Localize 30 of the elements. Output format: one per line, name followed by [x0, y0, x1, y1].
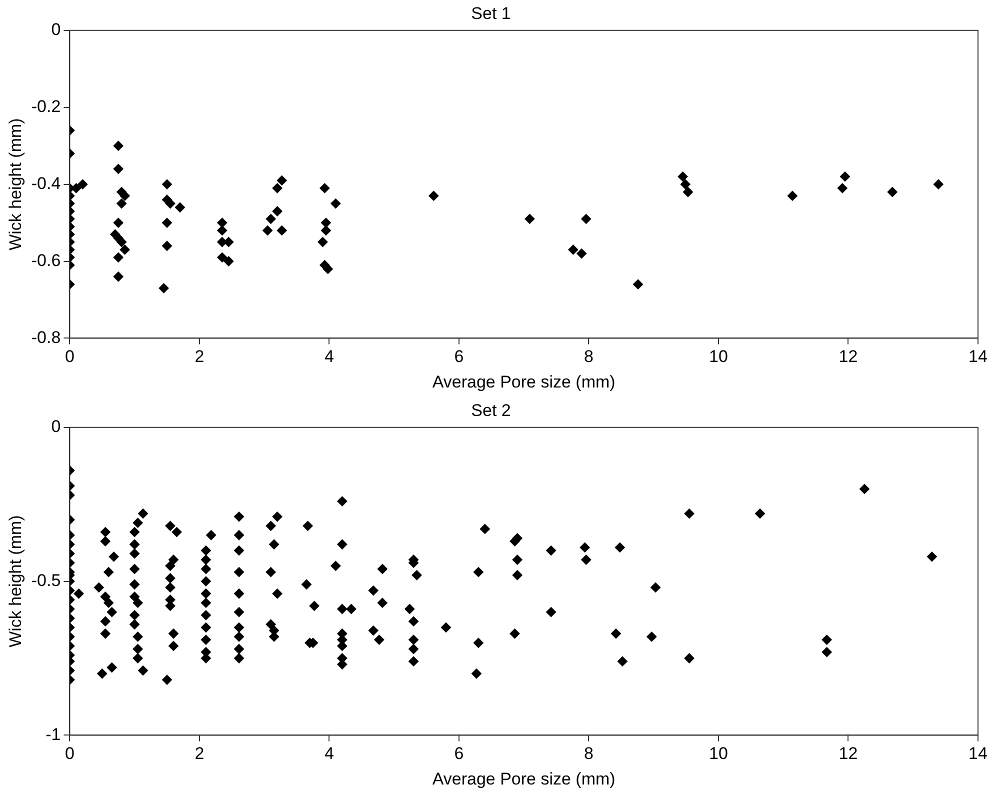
x-tick-label: 6	[454, 744, 464, 764]
y-tick-label: -1	[46, 724, 61, 744]
x-axis-title: Average Pore size (mm)	[432, 372, 616, 392]
x-tick-label: 10	[709, 347, 728, 366]
y-tick-label: -0.5	[31, 570, 61, 590]
y-tick-label: 0	[51, 417, 61, 436]
x-tick-label: 10	[709, 744, 728, 764]
y-axis-title: Wick height (mm)	[6, 118, 25, 250]
x-tick-label: 6	[454, 347, 464, 366]
x-tick-label: 0	[64, 744, 74, 764]
y-tick-label: -0.6	[31, 250, 61, 270]
y-tick-label: -0.2	[31, 97, 61, 116]
y-tick-label: 0	[51, 20, 61, 40]
x-tick-label: 12	[838, 744, 858, 764]
chart-title: Set 2	[471, 400, 511, 420]
x-axis-title: Average Pore size (mm)	[432, 769, 616, 788]
x-tick-label: 14	[968, 347, 988, 366]
y-tick-label: -0.8	[31, 328, 61, 347]
x-tick-label: 8	[584, 347, 594, 366]
x-tick-label: 8	[584, 744, 594, 764]
x-tick-label: 4	[324, 347, 334, 366]
x-tick-label: 14	[968, 744, 988, 764]
y-axis-title: Wick height (mm)	[6, 515, 25, 648]
chart-title: Set 1	[471, 4, 511, 23]
y-tick-label: -0.4	[31, 174, 61, 193]
x-tick-label: 0	[64, 347, 74, 366]
x-tick-label: 2	[194, 744, 204, 764]
x-tick-label: 2	[194, 347, 204, 366]
x-tick-label: 12	[838, 347, 858, 366]
x-tick-label: 4	[324, 744, 334, 764]
